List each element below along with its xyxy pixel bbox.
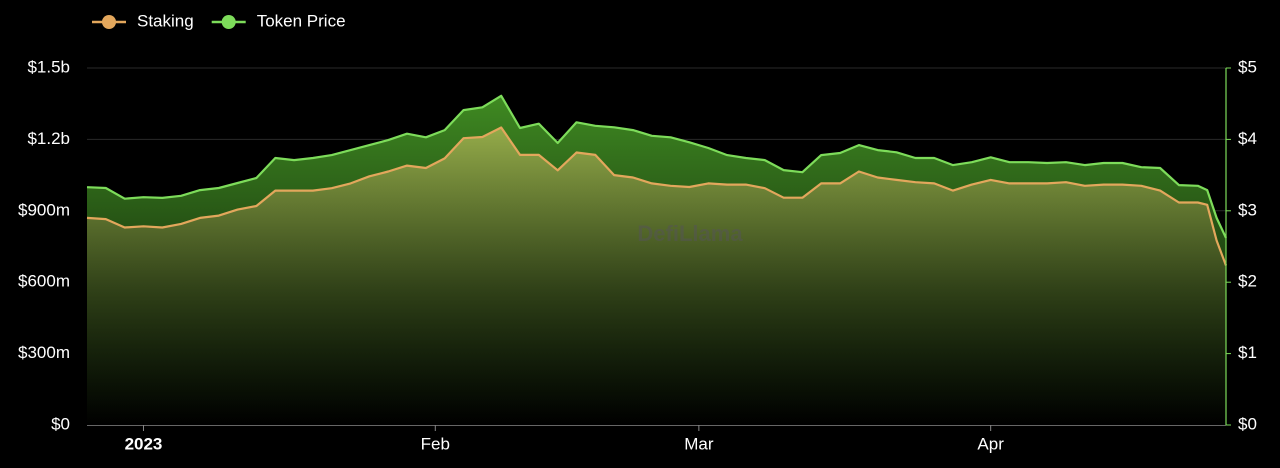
legend-marker [102,15,116,29]
watermark: DefiLlama [637,221,743,246]
legend-label: Token Price [257,11,346,30]
y-tick-label: $600m [18,272,70,291]
legend: Staking Token Price [92,11,346,30]
legend-label: Staking [137,11,194,30]
series-line [86,126,1228,266]
y2-tick-label: $3 [1238,200,1257,219]
y-tick-label: $1.5b [27,57,70,76]
y-tick-label: $900m [18,200,70,219]
x-tick-label: Feb [421,434,450,453]
y2-tick-label: $5 [1238,57,1257,76]
x-tick-label: Apr [977,434,1004,453]
y2-tick-label: $4 [1238,129,1257,148]
legend-marker [221,15,236,29]
area-fill [87,127,1226,425]
y-tick-label: $0 [51,414,70,433]
plot-area [86,67,1228,426]
y2-tick-label: $1 [1238,343,1257,362]
x-tick-label: 2023 [125,434,163,453]
x-tick-label: Mar [684,434,714,453]
y2-tick-label: $2 [1238,272,1257,291]
y-tick-label: $1.2b [27,129,70,148]
series-line [86,94,1227,239]
y-tick-label: $300m [18,343,70,362]
y2-tick-label: $0 [1238,414,1257,433]
